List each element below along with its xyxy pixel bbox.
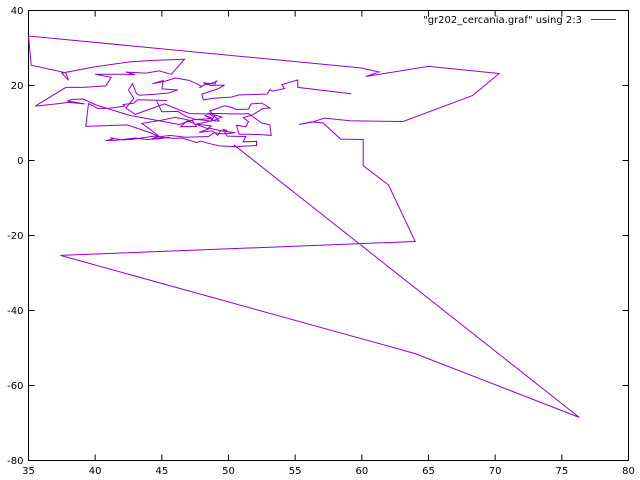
plot-frame (28, 10, 629, 461)
x-tick-label: 75 (555, 466, 568, 477)
y-tick-label: -60 (7, 381, 23, 392)
y-tick-label: 0 (17, 156, 23, 167)
series-layer (27, 35, 580, 418)
legend: "gr202_cercania.graf" using 2:3 (423, 15, 616, 26)
x-tick-label: 35 (22, 466, 35, 477)
x-tick-label: 70 (489, 466, 502, 477)
y-tick-label: -40 (7, 306, 23, 317)
x-tick-label: 50 (222, 466, 235, 477)
x-tick-label: 65 (422, 466, 435, 477)
x-tick-label: 60 (355, 466, 368, 477)
series-line (27, 35, 580, 418)
x-tick-label: 45 (155, 466, 168, 477)
y-tick-label: -80 (7, 456, 23, 467)
y-tick-label: 40 (11, 6, 24, 17)
x-tick-label: 40 (89, 466, 102, 477)
y-tick-label: -20 (7, 231, 23, 242)
x-tick-label: 55 (289, 466, 302, 477)
legend-label: "gr202_cercania.graf" using 2:3 (423, 15, 582, 26)
x-tick-label: 80 (622, 466, 635, 477)
y-axis: -80 -60 -40 -20 0 20 40 (7, 6, 629, 467)
y-tick-label: 20 (11, 81, 24, 92)
x-axis: 35 40 45 50 55 60 65 70 75 80 (22, 10, 635, 477)
